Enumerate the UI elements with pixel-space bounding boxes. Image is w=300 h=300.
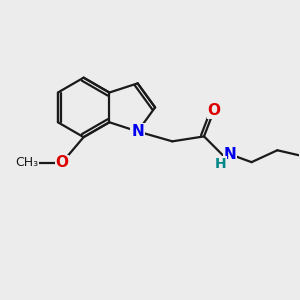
Text: CH₃: CH₃: [15, 156, 38, 170]
Text: H: H: [215, 157, 227, 171]
Text: N: N: [224, 147, 236, 162]
Text: methoxy: methoxy: [36, 162, 42, 163]
Text: O: O: [55, 155, 68, 170]
Text: N: N: [131, 124, 144, 139]
Text: O: O: [207, 103, 220, 118]
